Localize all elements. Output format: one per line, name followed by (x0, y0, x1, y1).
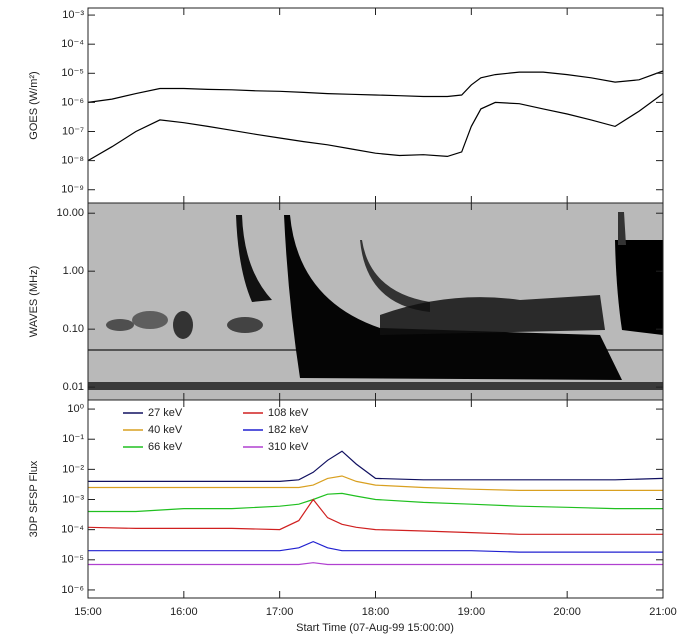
spectrogram-feature (173, 311, 193, 339)
spectrogram-band (88, 382, 663, 390)
y-tick-label: 1.00 (63, 265, 84, 277)
series-line (87, 70, 664, 103)
y-tick-label: 10⁻⁸ (61, 155, 84, 167)
y-tick-label: 10⁻³ (62, 9, 84, 21)
y-tick-label: 10⁻⁴ (61, 524, 84, 536)
x-tick-label: 16:00 (170, 606, 198, 618)
y-tick-label: 10.00 (56, 207, 84, 219)
y-tick-label: 10⁻⁵ (61, 554, 84, 566)
y-tick-label: 0.01 (63, 381, 84, 393)
legend-label: 40 keV (148, 424, 183, 436)
x-tick-label: 21:00 (649, 606, 677, 618)
y-tick-label: 10⁻² (62, 463, 84, 475)
series-line (88, 540, 663, 553)
x-tick-label: 19:00 (458, 606, 486, 618)
y-tick-label: 10⁻⁹ (61, 184, 84, 196)
legend-label: 310 keV (268, 441, 309, 453)
spectrogram-feature (380, 295, 605, 335)
spectrogram (88, 203, 663, 400)
series-line (87, 93, 664, 162)
y-tick-label: 10⁻⁷ (62, 125, 84, 137)
y-tick-label: 10⁻³ (62, 493, 84, 505)
spectrogram-burst (284, 215, 622, 380)
x-tick-label: 20:00 (553, 606, 581, 618)
spectrogram-burst (618, 212, 626, 245)
x-tick-label: 18:00 (362, 606, 390, 618)
y-axis-label: GOES (W/m²) (28, 71, 40, 139)
y-axis-label: WAVES (MHz) (28, 266, 40, 338)
legend-label: 108 keV (268, 407, 309, 419)
y-tick-label: 10⁻⁶ (61, 584, 84, 596)
y-tick-label: 10⁻¹ (62, 433, 84, 445)
panel-frame (87, 7, 664, 204)
legend-label: 182 keV (268, 424, 309, 436)
x-tick-label: 17:00 (266, 606, 294, 618)
y-tick-label: 10⁻⁴ (61, 38, 84, 50)
series-line (88, 562, 663, 566)
series-line (87, 498, 663, 535)
y-tick-label: 10⁻⁵ (61, 67, 84, 79)
spectrogram-feature (132, 311, 168, 329)
legend-label: 66 keV (148, 441, 183, 453)
legend-label: 27 keV (148, 407, 183, 419)
y-tick-label: 10⁻⁶ (61, 96, 84, 108)
series-line (88, 450, 664, 482)
series-line (88, 492, 663, 513)
y-axis-label: 3DP SFSP Flux (28, 460, 40, 537)
spectrogram-feature (227, 317, 263, 333)
x-tick-label: 15:00 (74, 606, 102, 618)
x-axis-label: Start Time (07-Aug-99 15:00:00) (296, 622, 454, 634)
spectrogram-burst (236, 215, 272, 302)
spectrogram-feature (106, 319, 134, 331)
series-line (88, 475, 663, 491)
y-tick-label: 0.10 (63, 323, 84, 335)
y-tick-label: 10⁰ (67, 403, 84, 415)
spectrogram-burst (615, 240, 663, 335)
